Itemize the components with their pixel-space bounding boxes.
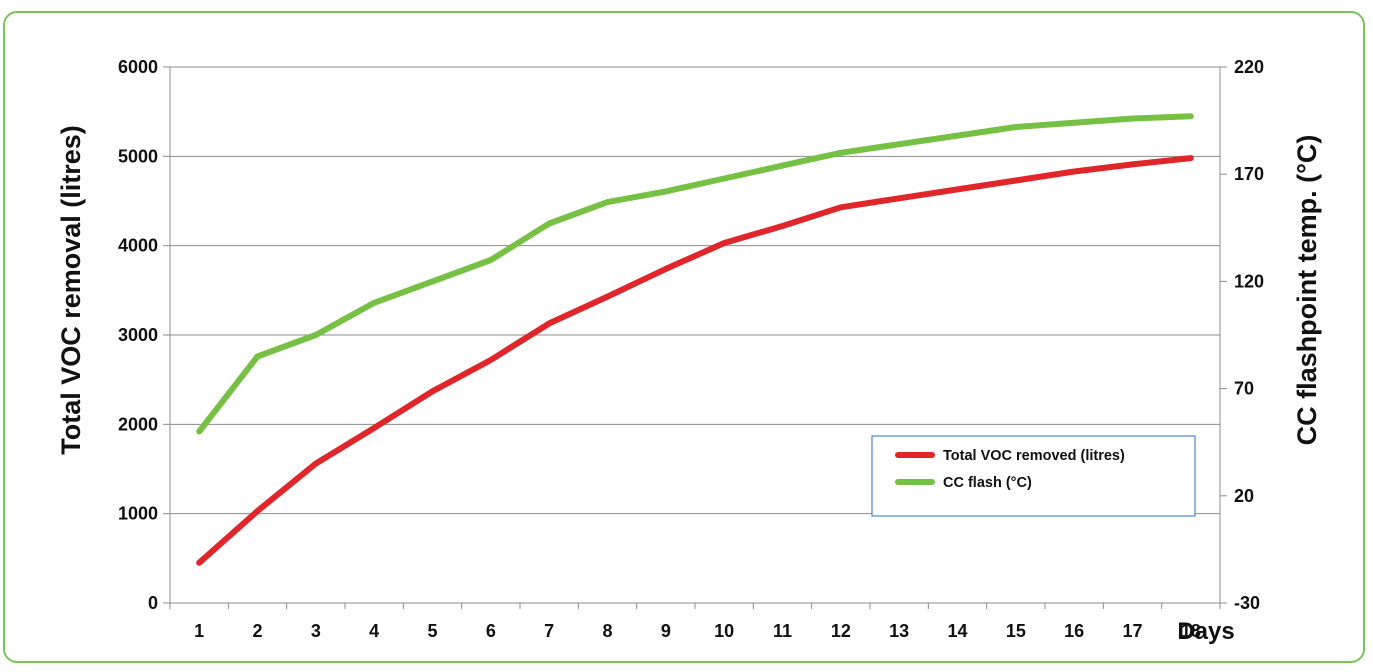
x-tick-label: 12 <box>831 621 851 641</box>
x-tick-label: 11 <box>773 621 792 641</box>
tick-labels: 0100020003000400050006000-30207012017022… <box>118 57 1264 641</box>
x-tick-label: 10 <box>714 621 734 641</box>
x-tick-label: 17 <box>1122 621 1142 641</box>
x-tick-label: 4 <box>369 621 379 641</box>
x-tick-label: 13 <box>889 621 909 641</box>
y-left-tick-label: 4000 <box>118 236 158 256</box>
y-right-tick-label: 70 <box>1234 379 1254 399</box>
legend-label-voc: Total VOC removed (litres) <box>943 448 1125 464</box>
y-left-tick-label: 5000 <box>118 146 158 166</box>
y-axis-right-title: CC flashpoint temp. (°C) <box>1292 135 1322 446</box>
series-line-voc-removed <box>196 155 1194 566</box>
legend: Total VOC removed (litres) CC flash (°C) <box>871 435 1196 517</box>
series-lines <box>196 113 1194 566</box>
legend-label-flash: CC flash (°C) <box>943 475 1032 491</box>
y-left-tick-label: 0 <box>148 593 158 613</box>
x-tick-label: 3 <box>311 621 321 641</box>
x-tick-label: 1 <box>194 621 204 641</box>
x-axis-title: Days <box>1177 618 1234 645</box>
y-left-tick-label: 3000 <box>118 325 158 345</box>
y-right-tick-label: 220 <box>1234 57 1264 77</box>
x-tick-label: 7 <box>544 621 554 641</box>
x-tick-label: 9 <box>661 621 671 641</box>
y-left-tick-label: 6000 <box>118 57 158 77</box>
series-line-cc-flash <box>196 113 1194 435</box>
x-tick-label: 8 <box>602 621 612 641</box>
axes <box>163 66 1227 609</box>
y-left-tick-label: 2000 <box>118 414 158 434</box>
x-tick-label: 16 <box>1064 621 1084 641</box>
y-right-tick-label: 170 <box>1234 164 1264 184</box>
x-tick-label: 2 <box>252 621 262 641</box>
y-right-tick-label: 120 <box>1234 271 1264 291</box>
legend-box <box>871 435 1196 517</box>
y-right-tick-label: -30 <box>1234 593 1260 613</box>
x-tick-label: 18 <box>1181 621 1201 641</box>
chart-frame <box>3 11 1365 663</box>
y-left-tick-label: 1000 <box>118 504 158 524</box>
x-tick-label: 15 <box>1006 621 1026 641</box>
y-axis-left-title: Total VOC removal (litres) <box>56 125 86 455</box>
x-tick-label: 6 <box>486 621 496 641</box>
y-right-tick-label: 20 <box>1234 486 1254 506</box>
x-tick-label: 14 <box>947 621 967 641</box>
x-tick-label: 5 <box>427 621 437 641</box>
